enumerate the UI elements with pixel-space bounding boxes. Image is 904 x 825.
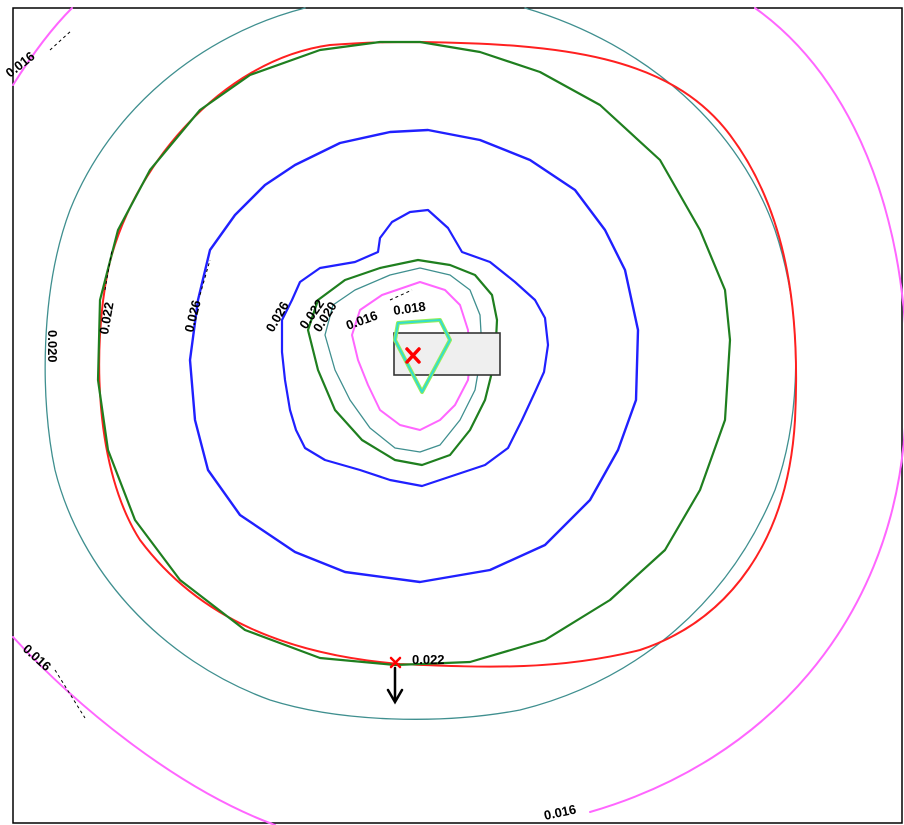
contour-label-bottom-center: 0.022 <box>412 652 445 667</box>
contour-magenta-outer-right <box>590 8 904 812</box>
contour-label-bottom-left: 0.016 <box>20 641 54 674</box>
label-leader <box>50 30 72 50</box>
contour-label-blue-outer: 0.026 <box>181 299 203 334</box>
contour-label-bottom-right: 0.016 <box>543 801 578 822</box>
plot-frame <box>13 8 902 823</box>
contour-magenta-outer-bottom-left <box>13 637 275 825</box>
contour-label-blue-inner: 0.026 <box>263 299 292 335</box>
contour-label-inner-stack: 0.018 <box>392 299 426 318</box>
arrow-down-icon <box>388 668 402 702</box>
contour-label-left-020: 0.020 <box>45 330 60 363</box>
contour-magenta-outer-top-left <box>13 8 72 85</box>
contour-label-inner-016: 0.016 <box>344 308 380 333</box>
